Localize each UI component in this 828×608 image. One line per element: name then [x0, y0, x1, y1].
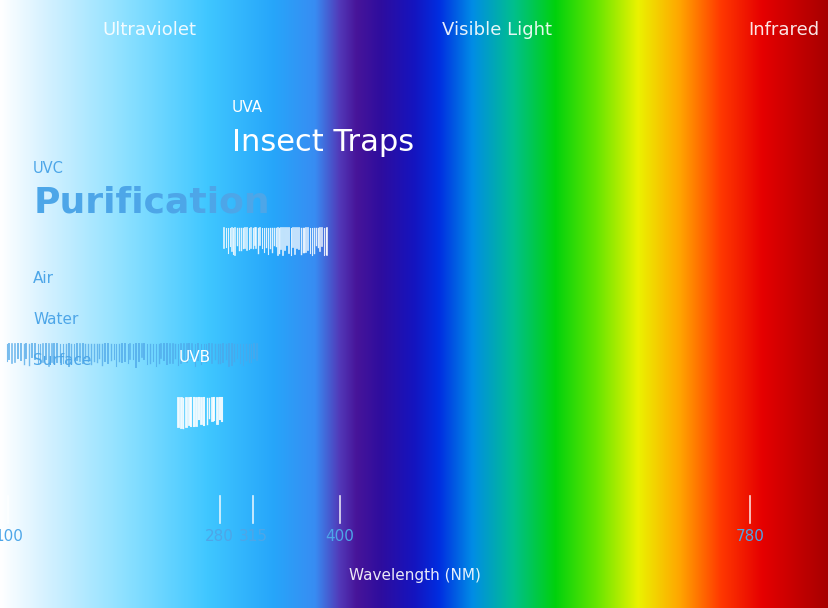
- Text: 315: 315: [238, 529, 267, 544]
- Text: 400: 400: [325, 529, 354, 544]
- Text: UVB: UVB: [178, 350, 210, 365]
- Text: Ultraviolet: Ultraviolet: [102, 21, 196, 40]
- Text: Infrared: Infrared: [747, 21, 818, 40]
- Text: Water: Water: [33, 312, 79, 327]
- Text: Wavelength (NM): Wavelength (NM): [348, 568, 480, 584]
- Text: Purification: Purification: [33, 185, 269, 219]
- Text: 100: 100: [0, 529, 22, 544]
- Text: 280: 280: [205, 529, 233, 544]
- Text: Visible Light: Visible Light: [442, 21, 551, 40]
- Text: 780: 780: [735, 529, 763, 544]
- Text: UVA: UVA: [232, 100, 262, 116]
- Text: Insect Traps: Insect Traps: [232, 128, 414, 157]
- Text: Air: Air: [33, 271, 54, 286]
- Text: Surface: Surface: [33, 353, 92, 368]
- Text: UVC: UVC: [33, 161, 64, 176]
